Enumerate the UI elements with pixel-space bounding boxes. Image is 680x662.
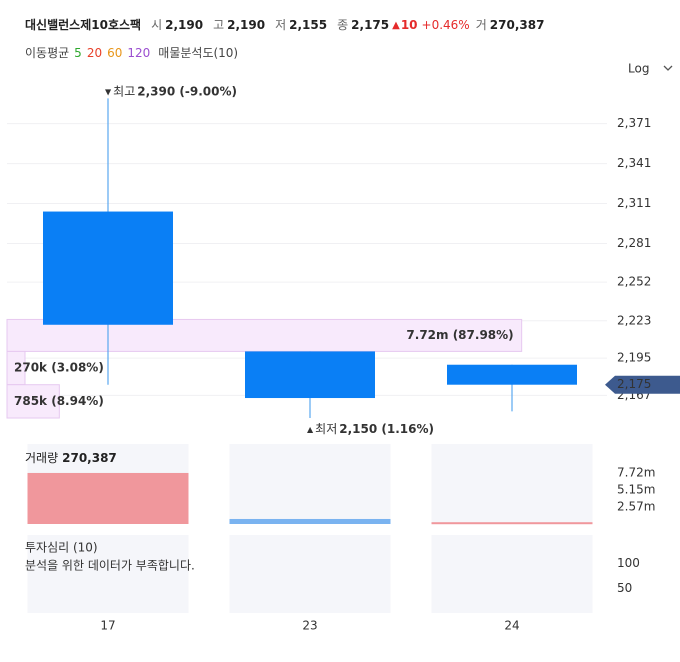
annotation-value: 2,390 (-9.00%)	[137, 84, 237, 98]
panel-bg	[431, 444, 593, 524]
y-tick-label: 2,311	[617, 196, 651, 210]
ma-item: 20	[87, 46, 102, 60]
x-tick-label: 17	[100, 619, 115, 633]
quote-value: 2,190	[165, 18, 203, 32]
volume-profile-label: 7.72m (87.98%)	[406, 328, 513, 342]
y-tick-label: 2,281	[617, 236, 651, 250]
volume-profile-label: 270k (3.08%)	[14, 361, 104, 375]
panel-bg	[431, 535, 593, 613]
x-tick-label: 23	[302, 619, 317, 633]
sentiment-title: 투자심리 (10)	[25, 541, 98, 555]
volume-label: 거래량	[25, 451, 58, 465]
ma-item: 120	[127, 46, 150, 60]
quote-value: 2,155	[289, 18, 327, 32]
y-tick-label: 2,371	[617, 116, 651, 130]
annotation-marker: ▼	[105, 87, 112, 96]
volume-tick-label: 2.57m	[617, 500, 655, 514]
x-tick-label: 24	[504, 619, 519, 633]
change-arrow: ▲	[392, 20, 400, 31]
ma-label: 이동평균	[25, 46, 69, 60]
change-percent: +0.46%	[422, 18, 470, 32]
quote-value: 270,387	[490, 18, 545, 32]
volume-bar	[431, 522, 593, 525]
price-tag-label: 2,175	[617, 377, 651, 391]
volume-profile-bar	[6, 384, 60, 419]
volume-bar	[229, 518, 391, 524]
title: 대신밸런스제10호스팩	[25, 17, 141, 32]
ma-item: 60	[107, 46, 122, 60]
sentiment-note: 분석을 위한 데이터가 부족합니다.	[25, 559, 195, 573]
volume-tick-label: 5.15m	[617, 482, 655, 496]
scale-selector[interactable]: Log	[628, 62, 673, 76]
panel-bg	[229, 535, 391, 613]
quote-label: 종	[337, 18, 348, 32]
volume-bar	[27, 472, 189, 524]
header: 대신밸런스제10호스팩 시 2,190 고 2,190 저 2,155 종 2,175 ▲10 +0…	[25, 17, 544, 32]
quote-label: 고	[213, 18, 224, 32]
profile-label: 매물분석도(10)	[158, 46, 238, 60]
annotation-label: 최고	[113, 84, 135, 98]
panel-bg	[27, 535, 189, 613]
volume-value: 270,387	[62, 451, 117, 465]
change-value: 10	[401, 18, 418, 32]
annotation-marker: ▲	[307, 425, 314, 434]
panel-bg	[229, 444, 391, 524]
sentiment-tick-label: 100	[617, 556, 640, 570]
y-tick-label: 2,341	[617, 156, 651, 170]
y-tick-label: 2,223	[617, 313, 651, 327]
annotation-label: 최저	[315, 422, 337, 436]
candle-body	[245, 351, 375, 399]
scale-text[interactable]: Log	[628, 62, 649, 76]
volume-title: 거래량 270,387	[25, 451, 117, 465]
quote-label: 시	[151, 18, 162, 32]
chevron[interactable]	[663, 65, 673, 71]
quote-value: 2,190	[227, 18, 265, 32]
annotation: ▼ 최고 2,390 (-9.00%)	[105, 84, 237, 98]
volume-profile-label: 785k (8.94%)	[14, 394, 104, 408]
annotation: ▲ 최저 2,150 (1.16%)	[307, 422, 434, 436]
annotation-value: 2,150 (1.16%)	[339, 422, 434, 436]
quote-label: 저	[275, 18, 286, 32]
candle-body	[447, 364, 577, 385]
y-tick-label: 2,252	[617, 275, 651, 289]
volume-tick-label: 7.72m	[617, 465, 655, 479]
price-tag	[605, 375, 680, 394]
sentiment-tick-label: 50	[617, 581, 632, 595]
ma-legend: 이동평균 5 20 60 120 매물분석도(10)	[25, 46, 238, 60]
quote-label: 거	[476, 18, 487, 32]
candle-body	[43, 211, 173, 325]
y-tick-label: 2,195	[617, 351, 651, 365]
ma-item: 5	[74, 46, 82, 60]
quote-value: 2,175	[351, 18, 389, 32]
